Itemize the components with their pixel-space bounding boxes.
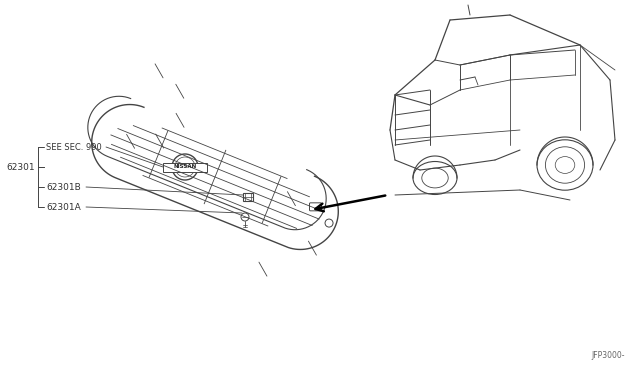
Ellipse shape [537, 140, 593, 190]
Text: JFP3000-: JFP3000- [591, 351, 625, 360]
Ellipse shape [556, 157, 575, 173]
FancyBboxPatch shape [310, 203, 321, 211]
Text: SEE SEC. 990: SEE SEC. 990 [46, 142, 102, 151]
Ellipse shape [422, 168, 448, 188]
Text: 62301B: 62301B [46, 183, 81, 192]
Text: NISSAN: NISSAN [173, 164, 196, 170]
Text: 62301: 62301 [6, 163, 35, 171]
Text: 62301A: 62301A [46, 202, 81, 212]
Ellipse shape [413, 161, 457, 195]
FancyBboxPatch shape [243, 193, 253, 201]
Ellipse shape [545, 147, 584, 183]
FancyBboxPatch shape [163, 163, 207, 171]
